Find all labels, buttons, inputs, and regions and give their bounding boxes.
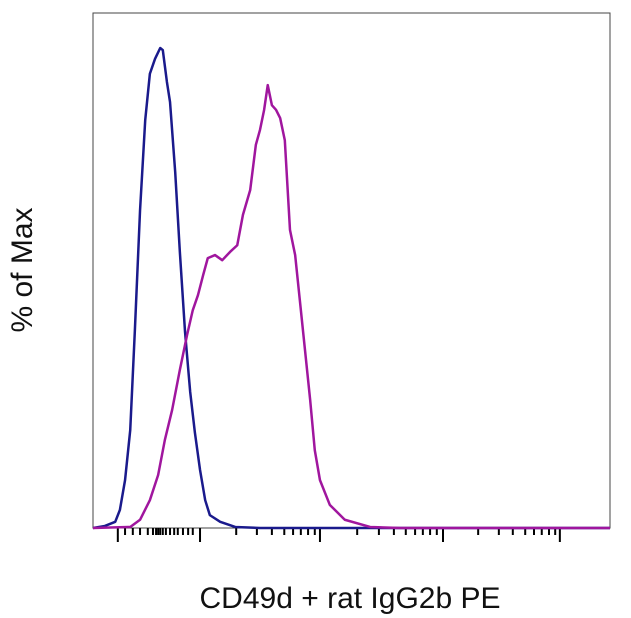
x-axis-label: CD49d + rat IgG2b PE	[200, 582, 501, 615]
histogram-line	[92, 46, 610, 530]
y-axis-label: % of Max	[6, 207, 39, 332]
plot-frame	[92, 12, 611, 529]
histogram-line	[92, 83, 610, 530]
